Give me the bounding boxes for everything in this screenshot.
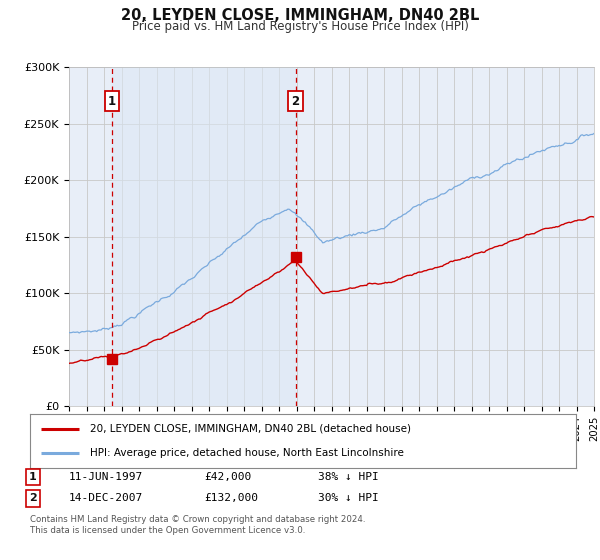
Text: HPI: Average price, detached house, North East Lincolnshire: HPI: Average price, detached house, Nort…	[90, 448, 404, 458]
Text: 38% ↓ HPI: 38% ↓ HPI	[318, 472, 379, 482]
Text: 2: 2	[29, 493, 37, 503]
Text: 1: 1	[29, 472, 37, 482]
Text: £42,000: £42,000	[204, 472, 251, 482]
Text: 2: 2	[292, 95, 299, 108]
Text: 20, LEYDEN CLOSE, IMMINGHAM, DN40 2BL (detached house): 20, LEYDEN CLOSE, IMMINGHAM, DN40 2BL (d…	[90, 424, 411, 434]
Text: £132,000: £132,000	[204, 493, 258, 503]
Text: Price paid vs. HM Land Registry's House Price Index (HPI): Price paid vs. HM Land Registry's House …	[131, 20, 469, 32]
Text: Contains HM Land Registry data © Crown copyright and database right 2024.: Contains HM Land Registry data © Crown c…	[30, 515, 365, 524]
Text: 20, LEYDEN CLOSE, IMMINGHAM, DN40 2BL: 20, LEYDEN CLOSE, IMMINGHAM, DN40 2BL	[121, 8, 479, 24]
Text: 30% ↓ HPI: 30% ↓ HPI	[318, 493, 379, 503]
Text: 1: 1	[108, 95, 116, 108]
Text: 11-JUN-1997: 11-JUN-1997	[69, 472, 143, 482]
Text: 14-DEC-2007: 14-DEC-2007	[69, 493, 143, 503]
Bar	[112, 67, 296, 406]
Text: This data is licensed under the Open Government Licence v3.0.: This data is licensed under the Open Gov…	[30, 526, 305, 535]
